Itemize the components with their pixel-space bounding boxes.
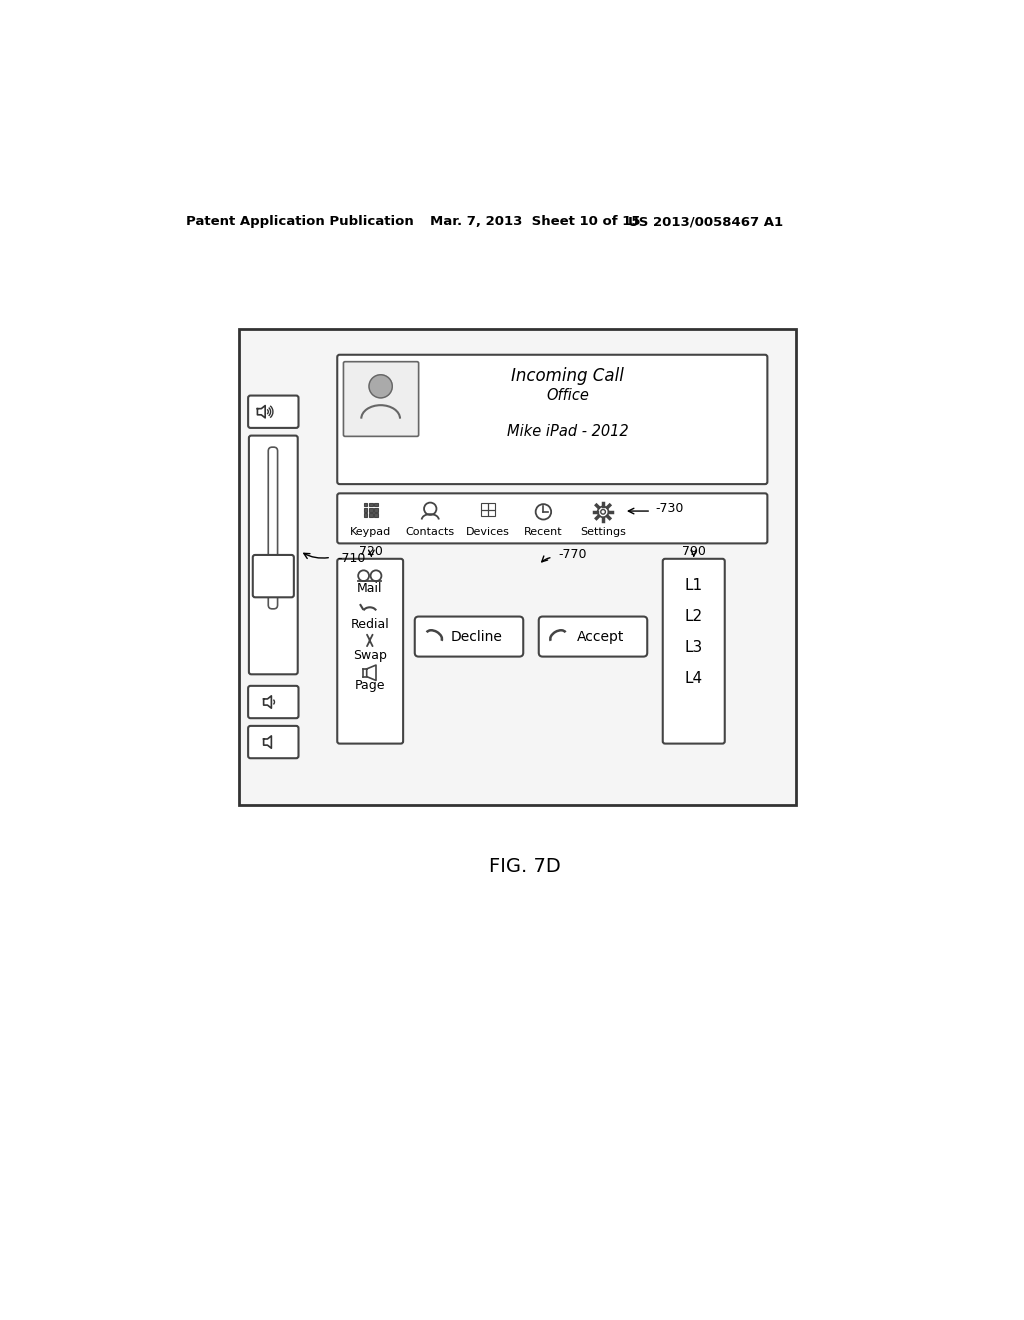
Bar [369, 503, 373, 507]
Text: -730: -730 [655, 502, 683, 515]
FancyBboxPatch shape [249, 436, 298, 675]
Text: Patent Application Publication: Patent Application Publication [186, 215, 414, 228]
FancyBboxPatch shape [253, 554, 294, 598]
FancyBboxPatch shape [415, 616, 523, 656]
Text: Redial: Redial [350, 618, 389, 631]
Text: Incoming Call: Incoming Call [511, 367, 624, 384]
Text: L2: L2 [685, 609, 702, 624]
Text: Settings: Settings [581, 527, 626, 537]
Text: Office: Office [546, 388, 589, 403]
FancyBboxPatch shape [337, 558, 403, 743]
Bar [481, 503, 487, 510]
Text: Mar. 7, 2013  Sheet 10 of 15: Mar. 7, 2013 Sheet 10 of 15 [430, 215, 641, 228]
Bar [375, 503, 378, 507]
Text: Recent: Recent [524, 527, 563, 537]
Text: Mail: Mail [357, 582, 383, 594]
Bar [369, 513, 373, 517]
Text: Contacts: Contacts [406, 527, 455, 537]
Bar [364, 513, 368, 517]
Text: Decline: Decline [451, 631, 503, 644]
Text: -710: -710 [337, 552, 366, 565]
Bar [488, 503, 495, 510]
FancyBboxPatch shape [539, 616, 647, 656]
Bar [488, 511, 495, 516]
Text: L4: L4 [685, 671, 702, 685]
Text: Accept: Accept [578, 631, 625, 644]
Text: 720: 720 [359, 545, 383, 557]
Text: L1: L1 [685, 578, 702, 593]
Text: FIG. 7D: FIG. 7D [488, 857, 561, 876]
Circle shape [369, 375, 392, 397]
Text: Mike iPad - 2012: Mike iPad - 2012 [507, 424, 629, 440]
Text: -770: -770 [558, 548, 587, 561]
FancyBboxPatch shape [268, 447, 278, 609]
Text: US 2013/0058467 A1: US 2013/0058467 A1 [628, 215, 783, 228]
FancyBboxPatch shape [337, 355, 767, 484]
FancyBboxPatch shape [337, 494, 767, 544]
FancyBboxPatch shape [663, 558, 725, 743]
Bar [369, 508, 373, 512]
Bar [481, 511, 487, 516]
Bar [375, 513, 378, 517]
FancyBboxPatch shape [248, 396, 299, 428]
FancyBboxPatch shape [248, 726, 299, 758]
Text: L3: L3 [685, 640, 702, 655]
FancyBboxPatch shape [248, 686, 299, 718]
Text: Devices: Devices [466, 527, 510, 537]
Bar [375, 508, 378, 512]
FancyBboxPatch shape [343, 362, 419, 437]
Bar [239, 330, 796, 805]
Text: 790: 790 [682, 545, 706, 557]
Bar [364, 503, 368, 507]
Bar [364, 508, 368, 512]
Text: Keypad: Keypad [350, 527, 391, 537]
Text: Page: Page [354, 680, 385, 693]
Text: Swap: Swap [353, 648, 387, 661]
